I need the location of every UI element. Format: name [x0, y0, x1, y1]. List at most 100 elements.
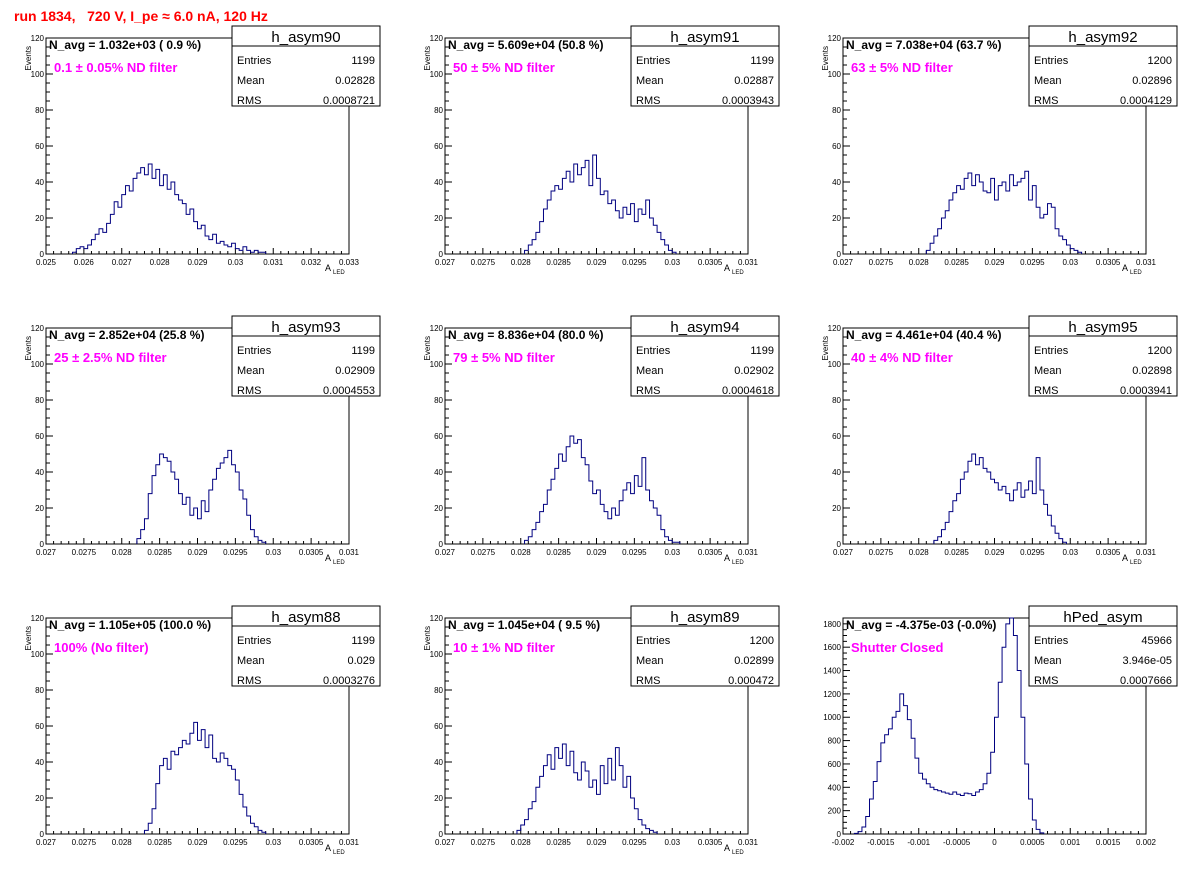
hist-3-xtick-label: 0.0285 — [944, 258, 969, 267]
hist-6-xtick-label: 0.028 — [909, 548, 930, 557]
hist-3-xlabel-sub: LED — [1130, 270, 1142, 276]
hist-6-ytick-label: 120 — [828, 324, 842, 333]
hist-7-ytick-label: 100 — [31, 650, 45, 659]
hist-5-ytick-label: 0 — [439, 540, 444, 549]
hist-5-xlabel: A — [724, 553, 730, 563]
hist-6-filter-label: 40 ± 4% ND filter — [851, 350, 953, 365]
hist-7-ytick-label: 60 — [35, 722, 44, 731]
hist-8-xtick-label: 0.028 — [511, 838, 532, 847]
hist-1-ytick-label: 40 — [35, 178, 44, 187]
hist-3-histname: h_asym92 — [1068, 29, 1137, 46]
hist-4-ytick-label: 40 — [35, 468, 44, 477]
hist-7-xlabel: A — [325, 843, 331, 853]
hist-1-stat-key: Entries — [237, 55, 272, 67]
hist-7-stat-key: Entries — [237, 635, 272, 647]
hist-1-xtick-label: 0.03 — [228, 258, 244, 267]
hist-1-ytick-label: 0 — [40, 250, 45, 259]
hist-3-ylabel: Events — [821, 46, 830, 70]
hist-4-filter-label: 25 ± 2.5% ND filter — [54, 350, 167, 365]
hist-9-xtick-label: 0.0005 — [1020, 838, 1045, 847]
hist-5-stat-key: RMS — [636, 385, 660, 397]
hist-7-ylabel: Events — [24, 626, 33, 650]
hist-3-ytick-label: 40 — [832, 178, 841, 187]
hist-7-xtick-label: 0.0285 — [147, 838, 172, 847]
hist-9-ytick-label: 1800 — [823, 620, 841, 629]
hist-8-ytick-label: 20 — [434, 794, 443, 803]
hist-9-ytick-label: 1400 — [823, 667, 841, 676]
hist-5-ytick-label: 120 — [430, 324, 444, 333]
hist-1-xlabel: A — [325, 263, 331, 273]
hist-3-ytick-label: 100 — [828, 70, 842, 79]
hist-8-xtick-label: 0.031 — [738, 838, 759, 847]
hist-4-xtick-label: 0.0295 — [223, 548, 248, 557]
hist-9-navg-label: N_avg = -4.375e-03 (-0.0%) — [846, 618, 996, 632]
hist-5-navg-label: N_avg = 8.836e+04 (80.0 %) — [448, 328, 603, 342]
hist-6-navg-label: N_avg = 4.461e+04 (40.4 %) — [846, 328, 1001, 342]
hist-4-histname: h_asym93 — [271, 319, 340, 336]
hist-9-stat-value: 0.0007666 — [1120, 675, 1172, 687]
hist-6-xtick-label: 0.029 — [984, 548, 1005, 557]
hist-7-xtick-label: 0.03 — [265, 838, 281, 847]
hist-6-ytick-label: 20 — [832, 504, 841, 513]
hist-2-xtick-label: 0.0305 — [698, 258, 723, 267]
hist-2-stats-box — [630, 25, 780, 107]
hist-9-xtick-label: -0.0015 — [867, 838, 895, 847]
hist-7-stat-value: 0.0003276 — [323, 675, 375, 687]
hist-3-stat-key: Entries — [1034, 55, 1069, 67]
hist-7-xtick-label: 0.0275 — [72, 838, 97, 847]
hist-4-ytick-label: 80 — [35, 396, 44, 405]
hist-9-stat-key: Entries — [1034, 635, 1069, 647]
hist-5-filter-label: 79 ± 5% ND filter — [453, 350, 555, 365]
hist-3-xtick-label: 0.0305 — [1096, 258, 1121, 267]
hist-8-stat-value: 0.000472 — [728, 675, 774, 687]
hist-1-xtick-label: 0.025 — [36, 258, 57, 267]
hist-9-histname: hPed_asym — [1063, 609, 1142, 626]
hist-3-xtick-label: 0.0275 — [869, 258, 894, 267]
hist-5-stat-value: 1199 — [750, 345, 774, 357]
hist-1-filter-label: 0.1 ± 0.05% ND filter — [54, 60, 177, 75]
hist-8-xtick-label: 0.029 — [586, 838, 607, 847]
hist-4-ytick-label: 120 — [31, 324, 45, 333]
hist-5-series-line — [524, 435, 681, 544]
hist-7-xtick-label: 0.029 — [187, 838, 208, 847]
hist-3-ytick-label: 60 — [832, 142, 841, 151]
hist-2-ytick-label: 80 — [434, 106, 443, 115]
hist-8-stat-value: 0.02899 — [734, 655, 774, 667]
hist-4-ytick-label: 0 — [40, 540, 45, 549]
hist-3-stat-value: 0.0004129 — [1120, 95, 1172, 107]
hist-9-ytick-label: 1200 — [823, 690, 841, 699]
hist-5-xlabel-sub: LED — [732, 560, 744, 566]
hist-8-stats-box — [630, 605, 780, 687]
hist-7-stat-key: Mean — [237, 655, 265, 667]
hist-5-stat-key: Entries — [636, 345, 671, 357]
hist-5-xtick-label: 0.0295 — [622, 548, 647, 557]
hist-1-xtick-label: 0.027 — [112, 258, 133, 267]
hist-9-stat-key: RMS — [1034, 675, 1058, 687]
hist-6-xtick-label: 0.027 — [833, 548, 854, 557]
hist-5-ytick-label: 100 — [430, 360, 444, 369]
hist-7-ytick-label: 20 — [35, 794, 44, 803]
hist-7-navg-label: N_avg = 1.105e+05 (100.0 %) — [49, 618, 211, 632]
hist-8-ytick-label: 120 — [430, 614, 444, 623]
hist-1-xlabel-sub: LED — [333, 270, 345, 276]
hist-4-xtick-label: 0.03 — [265, 548, 281, 557]
hist-4-ytick-label: 60 — [35, 432, 44, 441]
hist-1-xtick-label: 0.029 — [187, 258, 208, 267]
hist-1-xtick-label: 0.032 — [301, 258, 322, 267]
hist-6-xtick-label: 0.03 — [1062, 548, 1078, 557]
hist-8-ytick-label: 80 — [434, 686, 443, 695]
hist-7-xlabel-sub: LED — [333, 850, 345, 856]
hist-9-xtick-label: -0.002 — [832, 838, 855, 847]
hist-1-navg-label: N_avg = 1.032e+03 ( 0.9 %) — [49, 38, 201, 52]
hist-8-series-line — [516, 743, 658, 834]
hist-3-xtick-label: 0.03 — [1062, 258, 1078, 267]
hist-6-xlabel: A — [1122, 553, 1128, 563]
hist-2-navg-label: N_avg = 5.609e+04 (50.8 %) — [448, 38, 603, 52]
hist-8-filter-label: 10 ± 1% ND filter — [453, 640, 555, 655]
hist-2-ytick-label: 60 — [434, 142, 443, 151]
hist-8-ytick-label: 100 — [430, 650, 444, 659]
hist-3-xtick-label: 0.031 — [1136, 258, 1157, 267]
hist-9-xtick-label: 0.0015 — [1096, 838, 1121, 847]
hist-1-histname: h_asym90 — [271, 29, 340, 46]
hist-9-xtick-label: -0.0005 — [943, 838, 971, 847]
